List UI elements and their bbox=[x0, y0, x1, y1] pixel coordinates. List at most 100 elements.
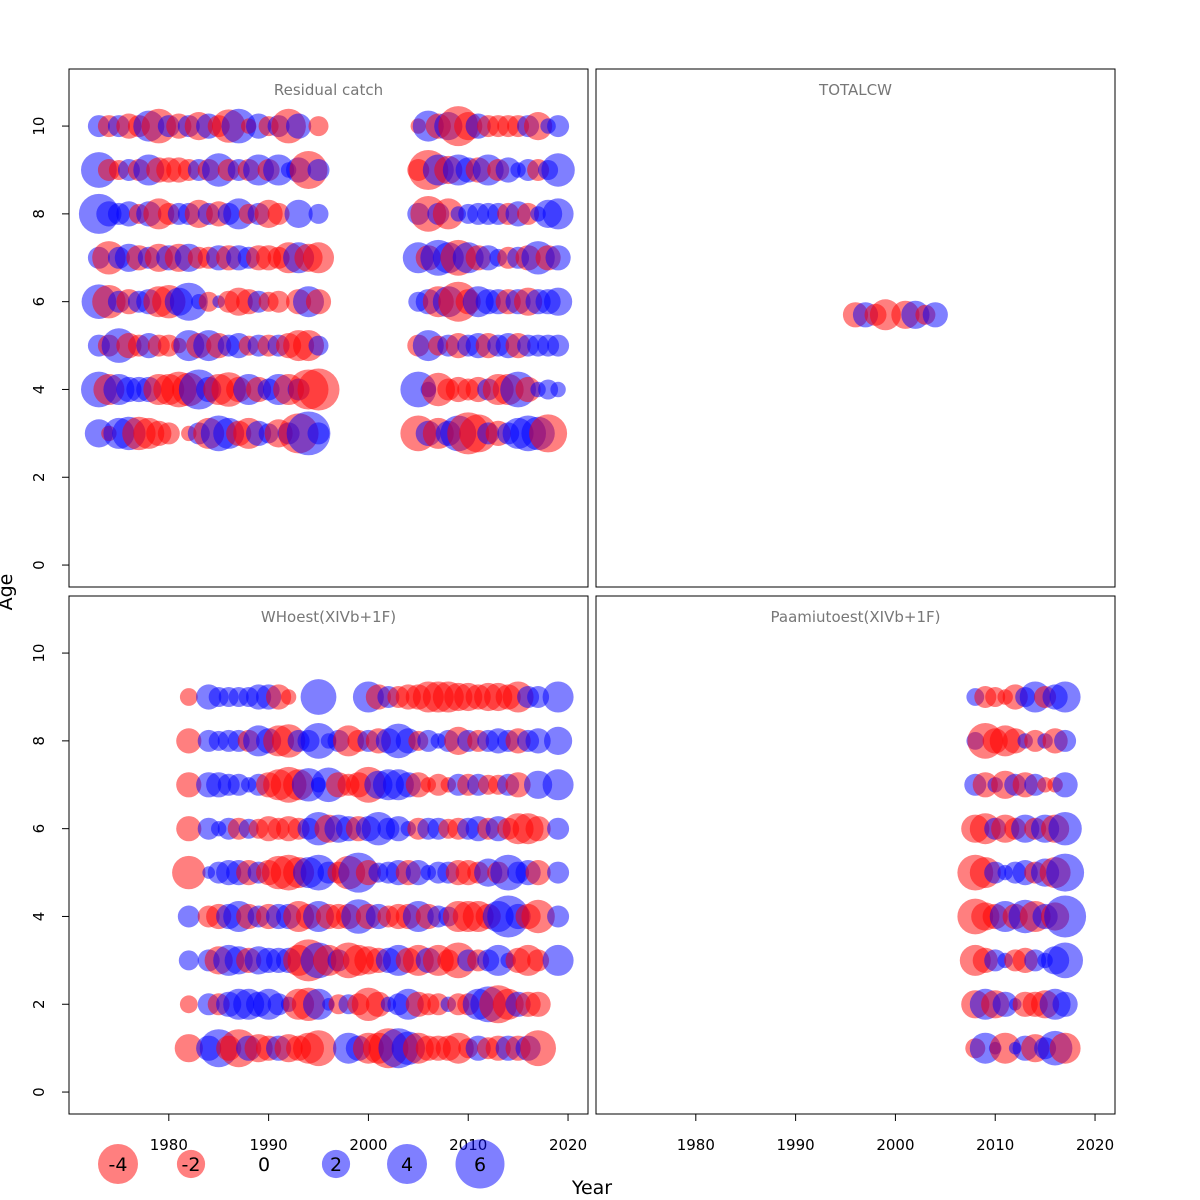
bubble-points bbox=[78, 106, 575, 456]
chart-panels: Residual catch TOTALCW WHoest(XIVb+1F) Paam… bbox=[68, 68, 1116, 1115]
bubble-point bbox=[178, 950, 199, 971]
x-tick-label: 1980 bbox=[150, 1136, 188, 1154]
legend-label: -2 bbox=[182, 1154, 201, 1176]
x-tick-label: 2000 bbox=[876, 1136, 914, 1154]
bubble-point bbox=[176, 816, 202, 842]
x-tick-label: 1980 bbox=[677, 1136, 715, 1154]
bubble-point bbox=[179, 995, 198, 1014]
bubble-point bbox=[505, 772, 531, 798]
bubble-point bbox=[1049, 681, 1081, 713]
bubble-point bbox=[520, 1030, 556, 1067]
y-tick-label: 4 bbox=[30, 912, 48, 922]
bubble-point bbox=[267, 202, 290, 225]
y-tick-label: 4 bbox=[30, 385, 48, 395]
x-axis-bottom-right: 1980 1990 2000 2010 2020 bbox=[677, 1113, 1114, 1154]
bubble-point bbox=[525, 991, 551, 1017]
bubble-point bbox=[525, 816, 551, 842]
x-tick-label: 2020 bbox=[549, 1136, 587, 1154]
bubble-point bbox=[992, 991, 1018, 1017]
y-tick-label: 6 bbox=[30, 824, 48, 834]
x-tick-label: 2020 bbox=[1076, 1136, 1114, 1154]
bubble-point bbox=[308, 335, 329, 356]
bubble-point bbox=[308, 116, 329, 137]
bubble-point bbox=[172, 855, 206, 890]
bubble-points bbox=[957, 681, 1087, 1066]
panel-title: TOTALCW bbox=[818, 81, 892, 99]
y-tick-label: 8 bbox=[30, 209, 48, 219]
y-tick-label: 0 bbox=[30, 560, 48, 570]
bubble-point bbox=[541, 153, 575, 187]
panel-title: Residual catch bbox=[274, 81, 383, 99]
bubble-point bbox=[1044, 895, 1087, 938]
bubble-point bbox=[542, 681, 574, 713]
bubble-points bbox=[842, 299, 948, 331]
panel-frame bbox=[595, 68, 1116, 588]
bubble-point bbox=[1054, 729, 1077, 752]
bubble-point bbox=[300, 679, 337, 715]
y-axis-title: Age bbox=[0, 574, 17, 611]
bubble-points bbox=[172, 679, 574, 1069]
legend-bubble bbox=[98, 1144, 138, 1184]
y-tick-label: 6 bbox=[30, 297, 48, 307]
bubble-point bbox=[221, 108, 256, 144]
bubble-point bbox=[525, 728, 551, 754]
bubble-point bbox=[303, 988, 334, 1020]
bubble-point bbox=[1048, 812, 1082, 846]
bubble-point bbox=[267, 290, 290, 313]
bubble-point bbox=[525, 860, 551, 886]
bubble-point bbox=[1049, 1032, 1081, 1064]
bubble-point bbox=[263, 154, 295, 186]
bubble-point bbox=[1046, 853, 1085, 892]
bubble-point bbox=[482, 944, 514, 976]
bubble-point bbox=[869, 299, 901, 331]
y-axis-top-left: 0 2 4 6 8 10 bbox=[30, 117, 70, 570]
y-axis-bottom-left: 0 2 4 6 8 10 bbox=[30, 644, 70, 1097]
bubble-point bbox=[521, 899, 555, 934]
bubble-point bbox=[198, 291, 219, 312]
y-tick-label: 2 bbox=[30, 999, 48, 1009]
bubble-point bbox=[300, 1030, 337, 1067]
y-tick-label: 2 bbox=[30, 472, 48, 482]
bubble-point bbox=[300, 723, 337, 759]
bubble-point bbox=[303, 242, 334, 274]
bubble-point bbox=[305, 289, 332, 315]
bubble-point bbox=[529, 414, 568, 453]
bubble-point bbox=[307, 159, 330, 181]
bubble-point bbox=[177, 905, 200, 928]
panel-title: WHoest(XIVb+1F) bbox=[261, 608, 396, 626]
bubble-point bbox=[176, 772, 202, 798]
y-tick-label: 10 bbox=[30, 644, 48, 663]
x-tick-label: 2010 bbox=[976, 1136, 1014, 1154]
panel-frame bbox=[68, 68, 589, 588]
bubble-point bbox=[284, 199, 313, 228]
bubble-point bbox=[544, 726, 573, 756]
bubble-point bbox=[1047, 942, 1083, 979]
legend-label: 2 bbox=[330, 1154, 342, 1176]
bubble-point bbox=[544, 287, 573, 316]
panel-top-right: TOTALCW bbox=[595, 68, 1116, 588]
bubble-point bbox=[286, 113, 312, 139]
bubble-point bbox=[527, 686, 550, 708]
x-axis-title: Year bbox=[571, 1177, 612, 1199]
bubble-point bbox=[547, 334, 570, 357]
bubble-point bbox=[179, 688, 198, 706]
x-tick-label: 1990 bbox=[777, 1136, 815, 1154]
bubble-point bbox=[432, 198, 464, 230]
bubble-point bbox=[545, 245, 571, 271]
bubble-point bbox=[550, 381, 566, 398]
bubble-point bbox=[157, 422, 180, 445]
bubble-point bbox=[542, 198, 574, 230]
bubble-point bbox=[547, 861, 570, 884]
bubble-point bbox=[542, 944, 574, 976]
legend-label: 0 bbox=[258, 1154, 270, 1176]
bubble-point bbox=[280, 689, 297, 705]
bubble-point bbox=[1052, 772, 1078, 798]
bubble-point bbox=[1052, 991, 1078, 1017]
bubble-point bbox=[308, 203, 329, 224]
bubble-point bbox=[174, 1034, 203, 1063]
bubble-point bbox=[547, 905, 570, 928]
legend-label: 4 bbox=[401, 1154, 413, 1176]
legend-bubble bbox=[176, 1149, 206, 1179]
